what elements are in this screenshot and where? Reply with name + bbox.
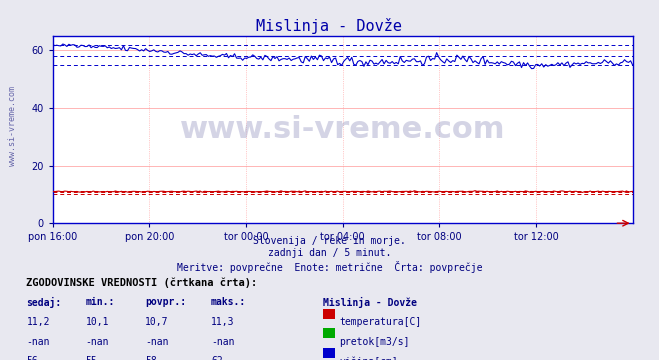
Text: sedaj:: sedaj:: [26, 297, 61, 308]
Text: Slovenija / reke in morje.: Slovenija / reke in morje.: [253, 236, 406, 246]
Text: min.:: min.:: [86, 297, 115, 307]
Text: Mislinja - Dovže: Mislinja - Dovže: [256, 18, 403, 34]
Text: 10,1: 10,1: [86, 317, 109, 327]
Text: povpr.:: povpr.:: [145, 297, 186, 307]
Text: www.si-vreme.com: www.si-vreme.com: [8, 86, 17, 166]
Text: Meritve: povprečne  Enote: metrične  Črta: povprečje: Meritve: povprečne Enote: metrične Črta:…: [177, 261, 482, 273]
Text: pretok[m3/s]: pretok[m3/s]: [339, 337, 410, 347]
Text: -nan: -nan: [145, 337, 169, 347]
Text: -nan: -nan: [86, 337, 109, 347]
Text: 11,3: 11,3: [211, 317, 235, 327]
Text: zadnji dan / 5 minut.: zadnji dan / 5 minut.: [268, 248, 391, 258]
Text: temperatura[C]: temperatura[C]: [339, 317, 422, 327]
Text: -nan: -nan: [26, 337, 50, 347]
Text: 55: 55: [86, 356, 98, 360]
Text: 10,7: 10,7: [145, 317, 169, 327]
Text: www.si-vreme.com: www.si-vreme.com: [180, 115, 505, 144]
Text: višina[cm]: višina[cm]: [339, 356, 398, 360]
Text: maks.:: maks.:: [211, 297, 246, 307]
Text: 11,2: 11,2: [26, 317, 50, 327]
Text: 62: 62: [211, 356, 223, 360]
Text: ZGODOVINSKE VREDNOSTI (črtkana črta):: ZGODOVINSKE VREDNOSTI (črtkana črta):: [26, 277, 258, 288]
Text: 56: 56: [26, 356, 38, 360]
Text: -nan: -nan: [211, 337, 235, 347]
Text: Mislinja - Dovže: Mislinja - Dovže: [323, 297, 417, 308]
Text: 58: 58: [145, 356, 157, 360]
